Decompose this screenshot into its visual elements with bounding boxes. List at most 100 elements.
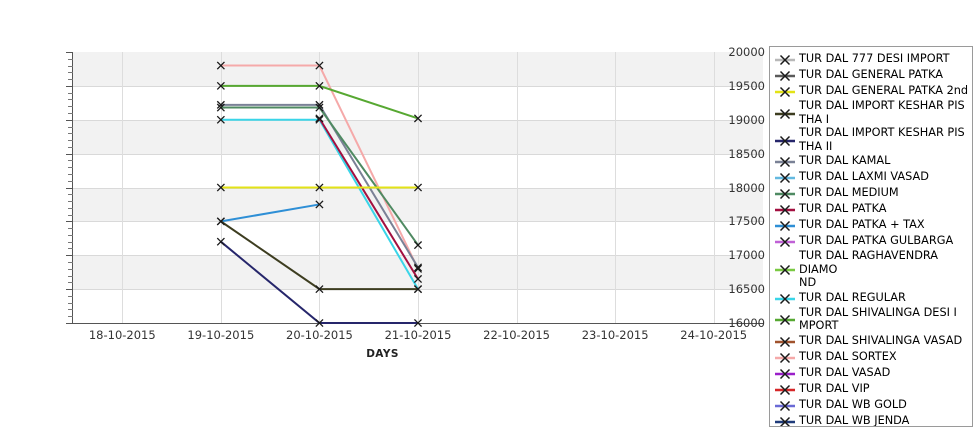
legend-item[interactable]: TUR DAL VASAD [774, 365, 969, 381]
data-point-marker [216, 237, 225, 246]
y-axis-tick-label: 19000 [728, 112, 765, 127]
series-tur-dal-kamal [216, 100, 423, 272]
data-point-marker [413, 318, 423, 328]
legend-marker-x-icon [774, 334, 796, 348]
y-axis-minor-tick [68, 228, 73, 230]
legend-item[interactable]: TUR DAL PATKA + TAX [774, 217, 969, 233]
data-point-marker [216, 81, 225, 90]
legend-item[interactable]: TUR DAL WB JENDA [774, 413, 969, 427]
legend-marker-x-icon [774, 291, 796, 305]
legend-item-label: TUR DAL IMPORT KESHAR PIS THA I [799, 99, 965, 126]
legend-item[interactable]: TUR DAL PATKA [774, 201, 969, 217]
y-axis-tick [66, 221, 73, 223]
legend-item[interactable]: TUR DAL MEDIUM [774, 185, 969, 201]
legend-item-label: TUR DAL GENERAL PATKA [799, 68, 943, 82]
legend-item[interactable]: TUR DAL IMPORT KESHAR PIS THA I [774, 99, 969, 126]
legend-marker-x-icon [774, 68, 796, 82]
legend-item[interactable]: TUR DAL WB GOLD [774, 397, 969, 413]
legend-item-label: TUR DAL WB GOLD [799, 397, 907, 411]
legend-item[interactable]: TUR DAL VIP [774, 381, 969, 397]
y-axis-minor-tick [68, 72, 73, 74]
legend-item[interactable]: TUR DAL SORTEX [774, 349, 969, 365]
legend-marker-x-icon [774, 52, 796, 66]
data-point-marker [413, 264, 423, 273]
y-axis-minor-tick [68, 167, 73, 169]
data-point-marker [315, 114, 324, 123]
legend-item[interactable]: TUR DAL RAGHAVENDRA DIAMO ND [774, 249, 969, 290]
data-point-marker [315, 285, 324, 294]
legend-item-label: TUR DAL IMPORT KESHAR PIS THA II [799, 126, 965, 153]
series-tur-dal-patka [315, 114, 423, 284]
y-axis-tick [66, 187, 73, 189]
legend-item[interactable]: TUR DAL SHIVALINGA VASAD [774, 333, 969, 349]
y-axis-minor-tick [68, 194, 73, 196]
y-axis-minor-tick [68, 106, 73, 108]
legend-item-label: TUR DAL WB JENDA [799, 413, 910, 427]
legend-marker-x-icon [774, 350, 796, 364]
legend-item[interactable]: TUR DAL PATKA GULBARGA [774, 233, 969, 249]
data-point-marker [315, 81, 324, 90]
series-line [220, 240, 418, 324]
y-axis-minor-tick [68, 92, 73, 94]
y-axis-minor-tick [68, 173, 73, 175]
y-axis-tick [66, 153, 73, 155]
series-line [220, 103, 419, 268]
x-axis-tick-label: 24-10-2015 [680, 328, 748, 342]
legend-item[interactable]: TUR DAL IMPORT KESHAR PIS THA II [774, 126, 969, 153]
x-axis-tick-label: 21-10-2015 [384, 328, 452, 342]
y-axis-minor-tick [68, 214, 73, 216]
y-axis-minor-tick [68, 58, 73, 60]
legend-marker-x-icon [774, 366, 796, 380]
gridline-vertical [615, 52, 617, 323]
legend-item[interactable]: TUR DAL GENERAL PATKA 2nd [774, 83, 969, 99]
legend-item[interactable]: TUR DAL LAXMI VASAD [774, 169, 969, 185]
legend-item[interactable]: TUR DAL GENERAL PATKA [774, 67, 969, 83]
series-tur-dal-patka-tax [216, 200, 324, 226]
data-point-marker [413, 241, 423, 250]
legend-marker-x-icon [774, 186, 796, 200]
legend-item[interactable]: TUR DAL KAMAL [774, 153, 969, 169]
y-axis-tick [66, 323, 73, 324]
data-point-marker [413, 274, 423, 284]
series-line [220, 106, 419, 246]
x-axis-tick-label: 23-10-2015 [581, 328, 649, 342]
y-axis-tick-label: 16500 [728, 282, 765, 297]
x-axis-title: DAYS [366, 348, 399, 360]
series-tur-dal-import-keshar-pistha-ii [216, 237, 423, 328]
y-axis-minor-tick [68, 316, 73, 318]
y-axis-minor-tick [68, 146, 73, 148]
series-tur-dal-import-keshar-pistha-i [216, 217, 423, 294]
series-line [220, 84, 419, 120]
legend-marker-x-icon [774, 398, 796, 412]
legend-item[interactable]: TUR DAL SHIVALINGA DESI I MPORT [774, 306, 969, 333]
legend-item-label: TUR DAL VASAD [799, 365, 891, 379]
y-axis-minor-tick [68, 268, 73, 270]
legend-item-label: TUR DAL 777 DESI IMPORT [799, 52, 950, 66]
y-axis-minor-tick [68, 282, 73, 284]
legend-item-label: TUR DAL PATKA + TAX [799, 218, 925, 232]
data-point-marker [315, 318, 324, 328]
data-point-marker [315, 183, 324, 192]
legend-marker-x-icon [774, 170, 796, 184]
legend-box: TUR DAL 777 DESI IMPORT TUR DAL GENERAL P… [769, 46, 973, 427]
legend-item-label: TUR DAL PATKA GULBARGA [799, 234, 954, 248]
y-axis-minor-tick [68, 201, 73, 203]
gridline-vertical [516, 52, 518, 323]
legend-marker-x-icon [774, 218, 796, 232]
legend-marker-x-icon [774, 382, 796, 396]
legend-item[interactable]: TUR DAL REGULAR [774, 290, 969, 306]
y-axis-minor-tick [68, 295, 73, 297]
legend-item[interactable]: TUR DAL 777 DESI IMPORT [774, 51, 969, 67]
legend-item-label: TUR DAL RAGHAVENDRA DIAMO ND [799, 249, 939, 289]
legend-item-label: TUR DAL GENERAL PATKA 2nd [799, 84, 969, 98]
y-axis-minor-tick [68, 99, 73, 101]
y-axis-minor-tick [68, 275, 73, 277]
data-point-marker [413, 263, 423, 272]
legend-marker-x-icon [774, 234, 796, 248]
data-point-marker [216, 115, 225, 124]
x-axis-tick-label: 18-10-2015 [88, 328, 156, 342]
legend-item-label: TUR DAL REGULAR [799, 290, 906, 304]
legend-item-label: TUR DAL SHIVALINGA VASAD [799, 333, 963, 347]
series-lines [216, 61, 423, 328]
y-axis-tick-label: 17500 [728, 214, 765, 229]
